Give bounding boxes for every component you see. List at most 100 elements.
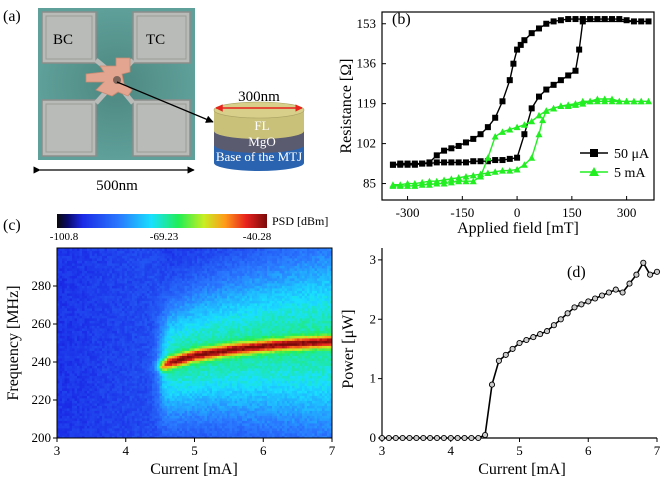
heatmap-cell <box>202 360 205 364</box>
heatmap-cell <box>59 338 63 341</box>
heatmap-cell <box>107 340 110 344</box>
heatmap-cell <box>187 390 190 394</box>
heatmap-cell <box>207 265 210 269</box>
heatmap-cell <box>74 423 78 426</box>
heatmap-cell <box>157 420 160 424</box>
heatmap-cell <box>127 380 130 384</box>
heatmap-cell <box>129 360 133 364</box>
heatmap-cell <box>192 363 195 366</box>
heatmap-cell <box>119 423 123 426</box>
heatmap-cell <box>104 350 108 354</box>
heatmap-cell <box>119 385 123 389</box>
heatmap-cell <box>74 393 78 396</box>
heatmap-cell <box>92 425 95 429</box>
heatmap-cell <box>189 258 193 261</box>
heatmap-cell <box>154 335 158 339</box>
heatmap-cell <box>124 358 128 361</box>
heatmap-cell <box>109 345 113 349</box>
heatmap-cell <box>122 273 125 276</box>
heatmap-cell <box>67 298 70 301</box>
heatmap-cell <box>62 325 65 329</box>
heatmap-cell <box>167 305 170 309</box>
heatmap-cell <box>174 255 178 259</box>
heatmap-cell <box>212 310 215 314</box>
heatmap-cell <box>197 280 200 284</box>
heatmap-cell <box>117 250 120 254</box>
heatmap-cell <box>194 370 198 374</box>
heatmap-cell <box>97 338 100 341</box>
heatmap-cell <box>134 310 138 314</box>
heatmap-cell <box>164 368 168 371</box>
heatmap-cell <box>189 395 193 399</box>
heatmap-cell <box>102 428 105 431</box>
heatmap-cell <box>204 260 208 264</box>
heatmap-cell <box>182 323 185 326</box>
heatmap-cell <box>157 418 160 421</box>
heatmap-cell <box>199 255 203 259</box>
heatmap-cell <box>144 385 148 389</box>
heatmap-cell <box>162 340 165 344</box>
heatmap-cell <box>102 420 105 424</box>
heatmap-cell <box>197 348 200 351</box>
heatmap-cell <box>204 413 208 416</box>
heatmap-cell <box>87 323 90 326</box>
heatmap-cell <box>167 295 170 299</box>
heatmap-cell <box>197 413 200 416</box>
heatmap-cell <box>139 335 143 339</box>
heatmap-cell <box>129 430 133 434</box>
heatmap-cell <box>157 373 160 376</box>
heatmap-cell <box>152 430 155 434</box>
heatmap-cell <box>159 415 163 419</box>
heatmap-cell <box>204 270 208 274</box>
heatmap-cell <box>129 280 133 284</box>
heatmap-cell <box>202 345 205 349</box>
heatmap-cell <box>132 295 135 299</box>
heatmap-cell <box>149 375 153 379</box>
heatmap-cell <box>149 360 153 364</box>
heatmap-cell <box>132 248 135 251</box>
heatmap-cell <box>142 405 145 409</box>
heatmap-cell <box>199 313 203 316</box>
heatmap-cell <box>64 288 68 291</box>
heatmap-cell <box>114 263 118 266</box>
heatmap-cell <box>137 258 140 261</box>
heatmap-cell <box>197 340 200 344</box>
heatmap-cell <box>139 260 143 264</box>
heatmap-cell <box>74 258 78 261</box>
heatmap-cell <box>174 383 178 386</box>
heatmap-cell <box>114 413 118 416</box>
heatmap-cell <box>107 298 110 301</box>
heatmap-cell <box>209 328 213 331</box>
heatmap-cell <box>189 363 193 366</box>
heatmap-cell <box>122 260 125 264</box>
heatmap-cell <box>152 420 155 424</box>
heatmap-cell <box>94 273 98 276</box>
data-point <box>514 154 521 161</box>
heatmap-cell <box>162 268 165 271</box>
heatmap-cell <box>109 435 113 438</box>
heatmap-cell <box>172 340 175 344</box>
heatmap-cell <box>62 433 65 436</box>
heatmap-cell <box>62 333 65 336</box>
heatmap-cell <box>87 398 90 401</box>
heatmap-cell <box>99 325 103 329</box>
heatmap-cell <box>209 365 213 369</box>
heatmap-cell <box>152 323 155 326</box>
heatmap-cell <box>74 318 78 321</box>
heatmap-cell <box>212 260 215 264</box>
heatmap-cell <box>92 408 95 411</box>
heatmap-cell <box>57 425 60 429</box>
heatmap-cell <box>89 363 93 366</box>
heatmap-cell <box>152 330 155 334</box>
heatmap-cell <box>117 293 120 296</box>
heatmap-cell <box>62 300 65 304</box>
heatmap-cell <box>194 373 198 376</box>
data-point <box>543 86 550 93</box>
heatmap-cell <box>109 295 113 299</box>
heatmap-cell <box>154 293 158 296</box>
heatmap-cell <box>159 315 163 319</box>
heatmap-cell <box>194 280 198 284</box>
heatmap-cell <box>67 348 70 351</box>
heatmap-cell <box>199 295 203 299</box>
heatmap-cell <box>99 270 103 274</box>
